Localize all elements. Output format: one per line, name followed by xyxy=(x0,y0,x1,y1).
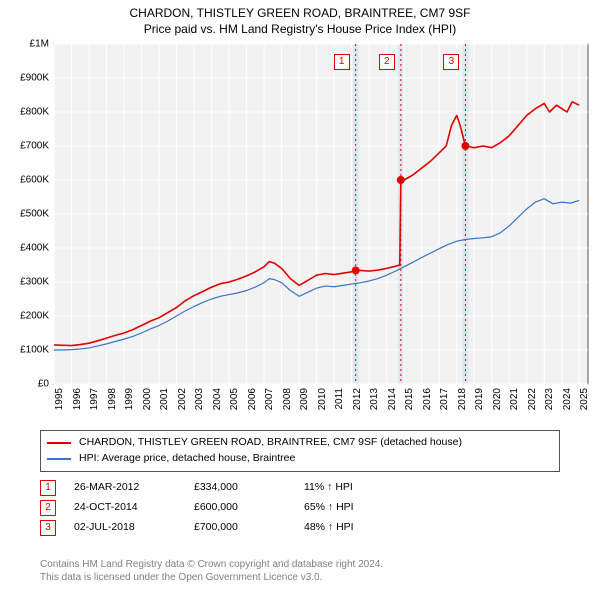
transaction-badge: 2 xyxy=(40,500,56,516)
chart-container: CHARDON, THISTLEY GREEN ROAD, BRAINTREE,… xyxy=(0,0,600,590)
legend-swatch xyxy=(47,458,71,460)
transaction-price: £700,000 xyxy=(194,518,304,538)
y-tick-label: £700K xyxy=(3,141,49,152)
y-tick-label: £1M xyxy=(3,39,49,50)
x-tick-label: 2013 xyxy=(369,388,380,410)
transaction-badge: 1 xyxy=(40,480,56,496)
y-tick-label: £0 xyxy=(3,379,49,390)
x-tick-label: 1997 xyxy=(89,388,100,410)
transaction-row: 2 24-OCT-2014 £600,000 65% ↑ HPI xyxy=(40,498,384,518)
footer-line-2: This data is licensed under the Open Gov… xyxy=(40,572,322,583)
y-tick-label: £900K xyxy=(3,73,49,84)
y-tick-label: £600K xyxy=(3,175,49,186)
transaction-date: 02-JUL-2018 xyxy=(74,518,194,538)
legend-label: CHARDON, THISTLEY GREEN ROAD, BRAINTREE,… xyxy=(79,435,462,451)
x-tick-label: 2020 xyxy=(492,388,503,410)
y-tick-label: £100K xyxy=(3,345,49,356)
x-tick-label: 2023 xyxy=(544,388,555,410)
footer-line-1: Contains HM Land Registry data © Crown c… xyxy=(40,559,383,570)
marker-badge: 1 xyxy=(334,54,350,70)
legend-row: CHARDON, THISTLEY GREEN ROAD, BRAINTREE,… xyxy=(47,435,553,451)
x-tick-label: 2014 xyxy=(387,388,398,410)
x-tick-label: 1996 xyxy=(72,388,83,410)
x-tick-label: 2021 xyxy=(509,388,520,410)
legend: CHARDON, THISTLEY GREEN ROAD, BRAINTREE,… xyxy=(40,430,560,472)
x-tick-label: 2019 xyxy=(474,388,485,410)
transaction-price: £600,000 xyxy=(194,498,304,518)
transaction-pct: 65% ↑ HPI xyxy=(304,498,384,518)
x-tick-label: 1995 xyxy=(54,388,65,410)
title-line-1: CHARDON, THISTLEY GREEN ROAD, BRAINTREE,… xyxy=(130,6,471,20)
x-tick-label: 2017 xyxy=(439,388,450,410)
transaction-row: 1 26-MAR-2012 £334,000 11% ↑ HPI xyxy=(40,478,384,498)
marker-badge: 2 xyxy=(379,54,395,70)
x-tick-label: 2001 xyxy=(159,388,170,410)
x-tick-label: 2016 xyxy=(422,388,433,410)
plot-svg xyxy=(54,44,588,384)
transaction-date: 26-MAR-2012 xyxy=(74,478,194,498)
legend-row: HPI: Average price, detached house, Brai… xyxy=(47,451,553,467)
x-tick-label: 2015 xyxy=(404,388,415,410)
x-tick-label: 2011 xyxy=(334,388,345,410)
y-tick-label: £500K xyxy=(3,209,49,220)
transaction-badge: 3 xyxy=(40,520,56,536)
transaction-table: 1 26-MAR-2012 £334,000 11% ↑ HPI 2 24-OC… xyxy=(40,478,384,538)
transaction-price: £334,000 xyxy=(194,478,304,498)
x-tick-label: 1998 xyxy=(107,388,118,410)
footer-attribution: Contains HM Land Registry data © Crown c… xyxy=(40,558,383,584)
x-tick-label: 2012 xyxy=(352,388,363,410)
x-tick-label: 2025 xyxy=(579,388,590,410)
y-tick-label: £300K xyxy=(3,277,49,288)
chart-title: CHARDON, THISTLEY GREEN ROAD, BRAINTREE,… xyxy=(0,0,600,37)
y-tick-label: £200K xyxy=(3,311,49,322)
transaction-row: 3 02-JUL-2018 £700,000 48% ↑ HPI xyxy=(40,518,384,538)
x-tick-label: 2008 xyxy=(282,388,293,410)
transaction-pct: 11% ↑ HPI xyxy=(304,478,384,498)
legend-label: HPI: Average price, detached house, Brai… xyxy=(79,451,295,467)
x-tick-label: 2004 xyxy=(212,388,223,410)
x-tick-label: 1999 xyxy=(124,388,135,410)
marker-badge: 3 xyxy=(443,54,459,70)
x-tick-label: 2000 xyxy=(142,388,153,410)
x-tick-label: 2006 xyxy=(247,388,258,410)
x-tick-label: 2007 xyxy=(264,388,275,410)
x-tick-label: 2009 xyxy=(299,388,310,410)
x-tick-label: 2002 xyxy=(177,388,188,410)
plot-area: 1 2 3 xyxy=(54,44,588,384)
y-tick-label: £800K xyxy=(3,107,49,118)
title-line-2: Price paid vs. HM Land Registry's House … xyxy=(144,22,456,36)
x-tick-label: 2018 xyxy=(457,388,468,410)
transaction-pct: 48% ↑ HPI xyxy=(304,518,384,538)
x-tick-label: 2024 xyxy=(562,388,573,410)
legend-swatch xyxy=(47,442,71,444)
x-tick-label: 2005 xyxy=(229,388,240,410)
x-tick-label: 2003 xyxy=(194,388,205,410)
x-tick-label: 2022 xyxy=(527,388,538,410)
y-tick-label: £400K xyxy=(3,243,49,254)
x-tick-label: 2010 xyxy=(317,388,328,410)
transaction-date: 24-OCT-2014 xyxy=(74,498,194,518)
